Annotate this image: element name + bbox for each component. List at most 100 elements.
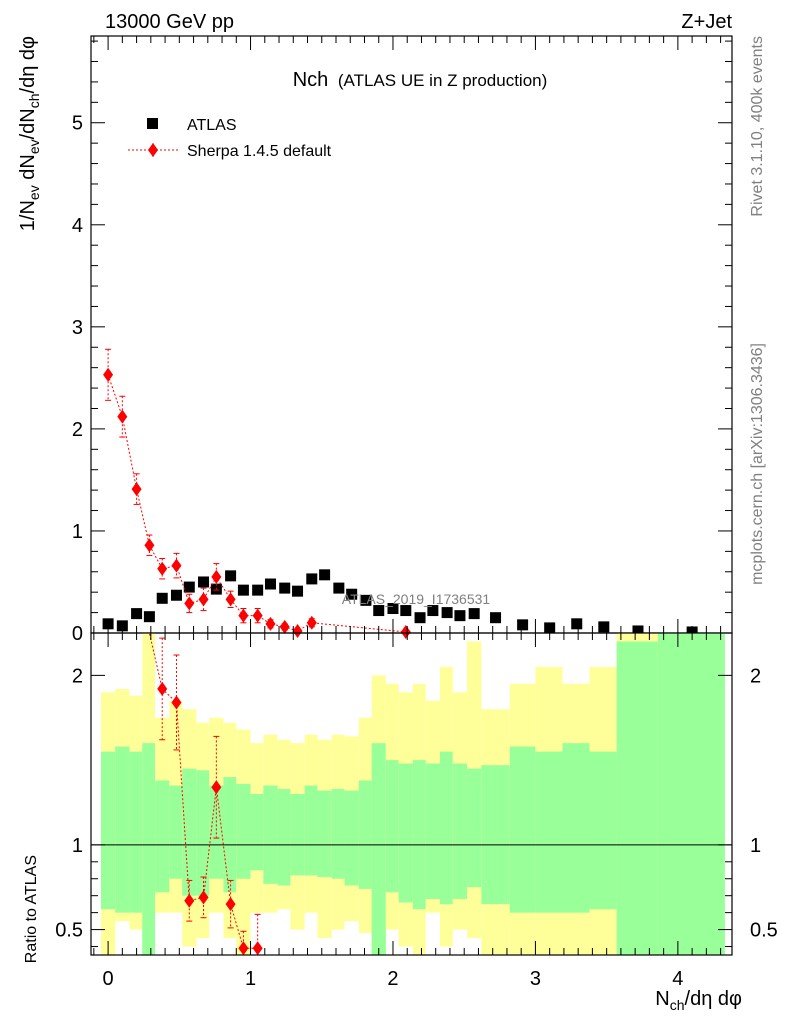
ratio-green-band — [371, 743, 386, 955]
atlas-data-point — [454, 610, 466, 622]
ratio-green-band — [452, 763, 468, 900]
ratio-green-band — [358, 780, 372, 889]
ratio-y-tick-label: 1 — [72, 835, 83, 857]
sherpa-data-point — [211, 569, 222, 584]
sherpa-data-point — [265, 616, 276, 631]
legend-sherpa-marker — [148, 143, 158, 157]
ratio-green-band — [290, 794, 305, 876]
atlas-data-point — [319, 569, 331, 581]
x-axis-title: Nch/dη dφ — [655, 988, 742, 1013]
rivet-label: Rivet 3.1.10, 400k events — [749, 36, 766, 217]
atlas-data-point — [517, 619, 529, 631]
ratio-green-band — [250, 794, 264, 871]
header-process-label: Z+Jet — [681, 11, 732, 33]
main-watermark: ATLAS_2019_I1736531 — [342, 591, 491, 607]
atlas-data-point — [306, 573, 318, 585]
sherpa-data-point — [198, 592, 209, 607]
header-energy-label: 13000 GeV pp — [105, 11, 234, 33]
atlas-data-point — [156, 592, 168, 604]
atlas-data-point — [360, 594, 372, 606]
atlas-data-point — [116, 620, 128, 632]
ratio-green-band — [115, 746, 130, 913]
ratio-green-band — [304, 785, 318, 876]
x-tick-label: 2 — [387, 968, 398, 990]
atlas-data-point — [490, 612, 502, 624]
sherpa-data-point — [400, 624, 411, 639]
ratio-sherpa-data-point — [157, 681, 168, 696]
x-tick-label: 4 — [672, 968, 683, 990]
atlas-data-point — [225, 570, 237, 582]
ratio-y-tick-label-right: 1 — [750, 835, 761, 857]
ratio-y-tick-label: 2 — [72, 665, 83, 687]
ratio-green-band — [155, 780, 170, 893]
main-y-axis-title: 1/Nev dNev/dNch/dη dφ — [17, 36, 42, 231]
ratio-green-band — [100, 751, 116, 910]
ratio-y-tick-label-right: 0.5 — [750, 920, 778, 942]
atlas-data-point — [279, 582, 291, 594]
sherpa-data-point — [225, 592, 236, 607]
ratio-sherpa-data-point — [252, 941, 263, 956]
legend-sherpa-label: Sherpa 1.4.5 default — [187, 143, 332, 160]
ratio-green-band — [236, 783, 251, 879]
ratio-green-band — [142, 743, 156, 955]
atlas-data-point — [333, 582, 345, 594]
ratio-green-band — [467, 768, 482, 888]
sherpa-data-point — [171, 558, 182, 573]
atlas-data-point — [571, 618, 583, 630]
atlas-data-point — [598, 621, 610, 633]
atlas-data-point — [143, 611, 155, 623]
ratio-green-band — [129, 751, 143, 913]
ratio-y-tick-label-right: 2 — [750, 665, 761, 687]
ratio-green-band — [481, 765, 510, 905]
ratio-sherpa-data-point — [211, 780, 222, 795]
sherpa-data-point — [292, 623, 303, 638]
atlas-data-point — [468, 608, 480, 620]
ratio-green-band — [277, 788, 291, 886]
ratio-sherpa-data-point — [184, 893, 195, 908]
ratio-green-band — [412, 760, 426, 910]
atlas-data-point — [414, 612, 426, 624]
ratio-sherpa-data-point — [225, 897, 236, 912]
ratio-frame — [90, 632, 733, 956]
ratio-green-band — [439, 751, 453, 905]
sherpa-data-point — [184, 596, 195, 611]
ratio-green-band — [425, 763, 440, 900]
x-tick-label: 1 — [245, 968, 256, 990]
legend: ATLAS Sherpa 1.4.5 default — [128, 117, 332, 160]
sherpa-data-point — [103, 367, 114, 382]
ratio-green-band — [263, 785, 278, 884]
sherpa-data-point — [238, 608, 249, 623]
legend-atlas-label: ATLAS — [187, 117, 237, 134]
ratio-green-band — [509, 746, 536, 913]
main-y-tick-label: 5 — [72, 113, 83, 135]
ratio-green-band — [182, 768, 197, 896]
atlas-data-point — [441, 607, 453, 619]
ratio-sherpa-data-point — [198, 890, 209, 905]
ratio-green-band — [589, 751, 617, 910]
ratio-y-tick-label: 0.5 — [55, 920, 83, 942]
main-y-tick-label: 2 — [72, 419, 83, 441]
atlas-data-point — [632, 625, 644, 637]
sherpa-data-point — [279, 619, 290, 634]
atlas-data-point — [400, 605, 412, 617]
atlas-data-point — [346, 588, 358, 600]
ratio-green-band — [398, 763, 413, 903]
ratio-sherpa-data-point — [171, 695, 182, 710]
ratio-green-band — [169, 785, 183, 879]
atlas-data-point — [292, 585, 304, 597]
atlas-data-point — [427, 605, 439, 617]
ratio-y-axis-title: Ratio to ATLAS — [23, 855, 40, 963]
ratio-green-band — [344, 790, 359, 886]
ratio-sherpa-data-point — [238, 941, 249, 956]
main-y-tick-label: 4 — [72, 215, 83, 237]
x-tick-label: 3 — [530, 968, 541, 990]
atlas-data-point — [170, 589, 182, 601]
sherpa-data-point — [252, 608, 263, 623]
ratio-green-band — [562, 743, 590, 913]
ratio-green-band — [331, 788, 345, 879]
x-tick-label: 0 — [103, 968, 114, 990]
ratio-green-band — [317, 790, 332, 878]
main-title: Nch (ATLAS UE in Z production) — [293, 69, 548, 91]
mcplots-label: mcplots.cern.ch [arXiv:1306.3436] — [749, 343, 766, 585]
